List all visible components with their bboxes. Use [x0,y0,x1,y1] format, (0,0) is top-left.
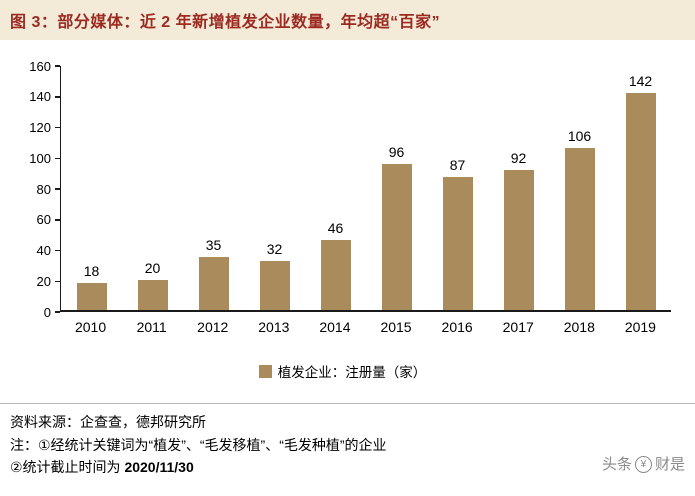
note-line-1: 注：①经统计关键词为“植发”、“毛发移植”、“毛发种植”的企业 [10,436,387,453]
bar-value-label: 46 [327,219,344,236]
y-tick-mark [55,65,60,67]
y-tick-mark [55,126,60,129]
bar-value-label: 142 [628,73,653,90]
legend-label: 植发企业：注册量（家） [277,365,427,380]
chart-title-banner: 图 3：部分媒体：近 2 年新增植发企业数量，年均超“百家” [0,0,695,40]
bar-value-label: 18 [83,262,100,279]
y-tick-mark [55,280,60,282]
bar-value-label: 35 [205,236,222,253]
bar [137,279,168,310]
bar-column: 92 [488,66,549,310]
x-tick-label: 2015 [380,319,412,335]
watermark: 头条 ¥ 财是 [602,453,685,477]
bar-column: 46 [305,66,366,310]
bar [503,169,534,310]
bar-column: 142 [610,66,671,310]
bar-column: 87 [427,66,488,310]
y-axis: 160 140 120 100 80 60 40 20 0 [14,59,60,320]
footer-divider [0,403,695,404]
bar [76,282,107,310]
bar-column: 106 [549,66,610,310]
bar-value-label: 32 [266,241,283,258]
caishi-logo-icon: ¥ [634,456,652,474]
x-tick-label: 2018 [563,319,595,335]
bar [564,148,595,310]
note-2-date: 2020/11/30 [124,459,194,476]
bar-column: 96 [366,66,427,310]
legend-swatch [258,364,272,378]
bar [381,163,412,310]
x-tick-label: 2019 [624,319,656,335]
bar-column: 35 [183,66,244,310]
y-tick-mark [55,311,60,313]
x-tick-label: 2013 [258,319,290,335]
bar-chart: 160 140 120 100 80 60 40 20 0 18 20 35 32 46 96 87 92 10… [14,59,671,381]
bar [625,93,656,310]
plot-area: 18 20 35 32 46 96 87 92 106 142 [60,66,671,312]
note-line-2: ②统计截止时间为 2020/11/30 [10,456,685,479]
bar-value-label: 96 [388,143,405,160]
bar-value-label: 92 [510,149,527,166]
y-tick-mark [55,188,60,190]
x-tick-label: 2010 [74,319,107,335]
x-tick-label: 2016 [441,319,473,335]
note-2-prefix: ②统计截止时间为 [10,459,125,476]
bar-column: 18 [61,66,122,310]
footer: 资料来源：企查查，德邦研究所 注：①经统计关键词为“植发”、“毛发移植”、“毛发… [0,404,695,479]
y-tick-mark [55,157,60,159]
chart-title: 图 3：部分媒体：近 2 年新增植发企业数量，年均超“百家” [10,14,441,31]
source-line: 资料来源：企查查，德邦研究所 [10,414,206,430]
bar [442,177,473,310]
bar-value-label: 87 [449,157,466,174]
x-tick-label: 2011 [136,319,167,335]
watermark-handle: 财是 [654,455,685,473]
y-tick-mark [55,249,60,252]
bar-column: 20 [122,66,183,310]
bar [259,261,290,310]
x-axis-labels: 2010 2011 2012 2013 2014 2015 2016 2017 2018 2019 [60,319,671,335]
x-tick-label: 2012 [197,319,229,335]
y-tick-mark [55,96,60,98]
x-tick-label: 2017 [502,319,534,335]
bar [320,239,351,310]
y-tick-mark [55,219,60,221]
watermark-prefix: 头条 [601,455,632,473]
bar-column: 32 [244,66,305,310]
bar-value-label: 20 [144,259,161,276]
bar-value-label: 106 [567,128,592,145]
chart-legend: 植发企业：注册量（家） [14,361,671,381]
bar [198,256,229,310]
x-tick-label: 2014 [319,319,351,335]
